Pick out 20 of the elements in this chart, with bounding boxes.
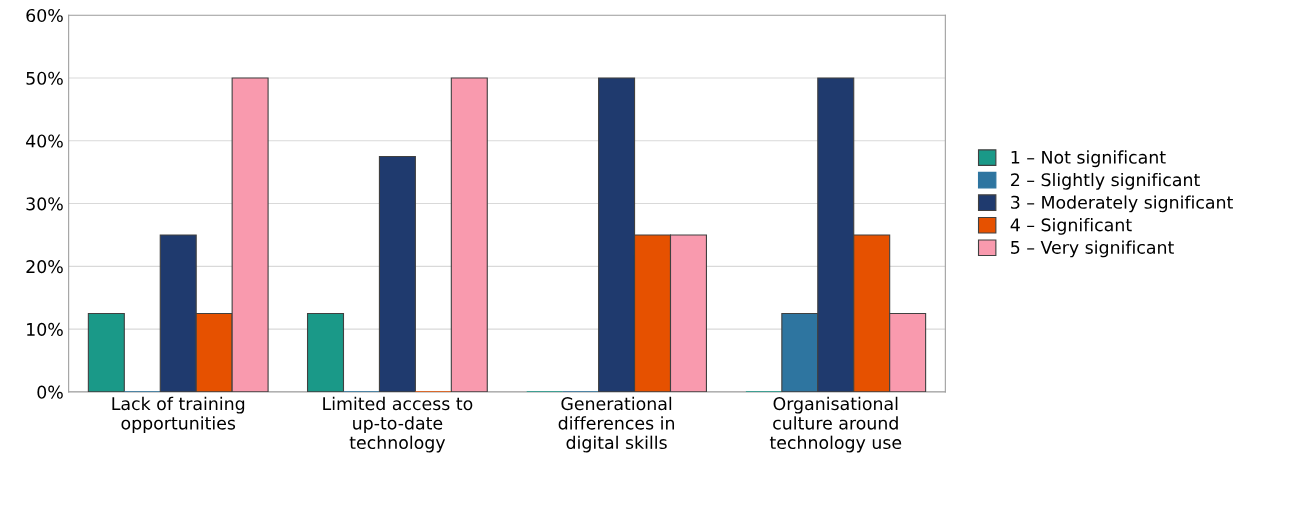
y-tick-label: 30% <box>26 197 63 211</box>
bar <box>378 155 416 392</box>
y-tick-label: 0% <box>37 385 63 399</box>
y-tick-label: 50% <box>26 71 63 85</box>
x-tick-label: Organisational culture around technology use <box>769 396 902 453</box>
x-tick-label: Lack of training opportunities <box>112 396 245 434</box>
y-tick-label: 20% <box>26 260 63 274</box>
bar <box>450 77 488 392</box>
legend-label: 3 – Moderately significant <box>1011 195 1233 213</box>
bar <box>87 312 125 392</box>
x-tick-label: Limited access to up-to-date technology <box>323 396 473 453</box>
y-tick-label: 60% <box>26 8 63 23</box>
bar <box>306 312 345 392</box>
x-tick-label: Generational differences in digital skills <box>558 396 675 453</box>
legend-label: 4 – Significant <box>1010 217 1132 235</box>
legend-label: 5 – Very significant <box>1011 240 1174 258</box>
y-tick-label: 40% <box>26 134 63 148</box>
legend-label: 1 – Not significant <box>1011 150 1166 168</box>
legend-label: 2 – Slightly significant <box>1011 172 1200 190</box>
y-tick-label: 10% <box>27 322 63 336</box>
